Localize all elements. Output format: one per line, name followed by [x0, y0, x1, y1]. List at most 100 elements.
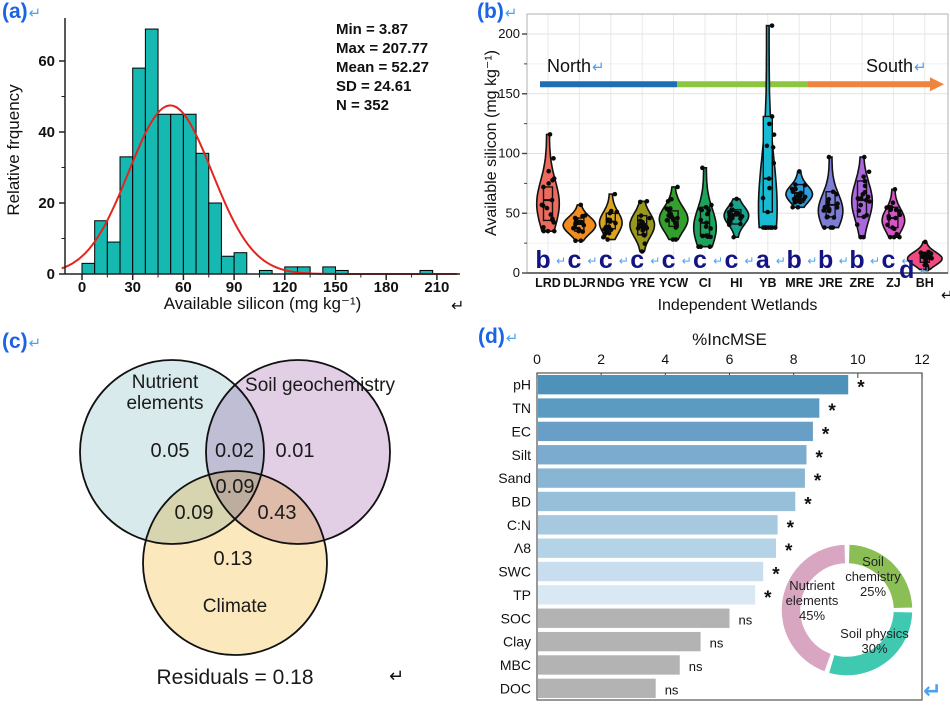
return-mark-icon: ↵: [389, 666, 405, 686]
sig-letter: a: [756, 246, 771, 274]
return-mark-icon: ↵: [914, 59, 927, 76]
bar-row-BD: BD *: [512, 491, 812, 515]
bar: [538, 631, 701, 652]
svg-text:2: 2: [597, 351, 605, 367]
donut-slice-soil-chemistry: [847, 543, 914, 610]
y-axis-title: Relative frquency: [4, 84, 23, 216]
arrowhead-icon: [930, 77, 944, 92]
return-mark-icon: ↵: [650, 254, 660, 268]
panel-c-label: (c): [2, 330, 28, 353]
gridlines: [527, 14, 948, 273]
jitter-points: [760, 23, 778, 230]
return-mark-icon: ↵: [28, 335, 42, 352]
venn-value-nutrient-climate: 0.09: [174, 502, 214, 524]
bar: [538, 375, 849, 395]
venn-value-only-climate: 0.13: [213, 548, 253, 570]
hist-bar: [144, 28, 159, 275]
svg-text:200: 200: [498, 26, 520, 41]
jitter-points: [601, 191, 620, 242]
bar-row-Silt: Silt *: [512, 445, 824, 469]
hist-bar: [182, 113, 197, 275]
panel-b-label: (b): [477, 0, 504, 23]
sig-letter: b: [849, 246, 864, 274]
return-mark-icon: ↵: [504, 5, 518, 22]
category-label: TN: [512, 400, 531, 416]
hist-bar: [94, 220, 108, 275]
venn-value-only-nutrient: 0.05: [150, 440, 190, 462]
bar: [538, 678, 656, 698]
donut-slice-nutrient-elements: [780, 543, 847, 674]
bar-row-pH: pH *: [513, 375, 865, 399]
svg-text:8: 8: [790, 351, 798, 367]
violin-YB: a ↵YB: [756, 23, 786, 290]
hist-bar: [81, 262, 96, 275]
sig-letter: c: [724, 246, 738, 274]
sig-letter: c: [567, 246, 581, 274]
violin-MRE: b ↵ MRE: [785, 169, 817, 290]
north-south-arrow: [540, 77, 944, 92]
bar: [538, 491, 796, 512]
histogram-content: 0 30 60 90 120 150 180 210 0 20 40 60: [38, 18, 460, 296]
category-label: SWC: [498, 564, 531, 580]
svg-text:0: 0: [78, 279, 86, 296]
bar-row-TP: TP *: [513, 585, 772, 609]
category-label: DLJR: [563, 276, 596, 290]
sig-mark: ns: [665, 682, 679, 697]
y-axis-ticks: [522, 33, 527, 274]
histogram-bars: [81, 28, 434, 275]
panel-a-histogram: (a)↵ 0 30 60 90 120 150 180 210 0 20 40 60 Min = 3.…: [0, 0, 475, 320]
sig-letter: c: [881, 246, 895, 274]
sig-mark: *: [764, 588, 772, 609]
violin-YRE: c ↵ YRE: [629, 199, 660, 290]
sig-mark: *: [816, 448, 824, 469]
return-mark-icon: ↵: [807, 254, 817, 268]
violin-JRE: b ↵ JRE: [817, 154, 849, 290]
hist-bar: [119, 156, 134, 275]
category-label: BD: [512, 493, 531, 509]
tick-labels: 0 30 60 90 120 150 180 210 0 20 40 60: [38, 53, 449, 296]
north-label: North↵: [547, 56, 605, 76]
svg-text:90: 90: [226, 279, 243, 296]
bar: [538, 421, 813, 442]
category-label: JRE: [818, 276, 842, 290]
category-label: YRE: [629, 276, 655, 290]
bar-row-TN: TN *: [512, 398, 836, 422]
venn-value-only-geochem: 0.01: [275, 440, 315, 462]
venn-residuals-label: Residuals = 0.18: [156, 666, 314, 689]
category-label: MBC: [500, 657, 531, 673]
venn-set-geochem-label: Soil geochemistry: [245, 375, 395, 396]
sig-letter: b: [787, 246, 802, 274]
svg-text:150: 150: [498, 86, 520, 101]
histogram-plot: 0 30 60 90 120 150 180 210 0 20 40 60: [38, 18, 460, 296]
donut-label-soil-chemistry: Soil chemistry 25%: [845, 554, 901, 599]
donut-label-soil-physics: Soil physics 30%: [840, 626, 909, 656]
jitter-points: [821, 154, 840, 230]
svg-text:12: 12: [914, 351, 930, 367]
venn-diagram: [79, 359, 391, 656]
panel-d-label: (d): [478, 325, 505, 348]
jitter-points: [854, 154, 872, 240]
hist-bar: [208, 202, 222, 275]
venn-set-nutrient-label: Nutrient elements: [126, 372, 204, 414]
return-mark-icon: ↵: [682, 254, 692, 268]
sig-mark: *: [787, 518, 795, 539]
category-label: TP: [513, 587, 531, 603]
return-mark-icon: ↵: [619, 254, 629, 268]
south-label: South↵: [866, 56, 927, 76]
sig-mark: ns: [710, 636, 724, 651]
venn-value-all-three: 0.09: [215, 476, 255, 498]
stat-n: N = 352: [336, 97, 389, 114]
violin-CI: c ↵CI: [692, 165, 723, 290]
return-mark-icon: ↵: [505, 330, 519, 347]
violin-DLJR: c ↵ DLJR: [562, 202, 597, 290]
svg-text:0: 0: [513, 265, 520, 280]
sig-letter: c: [630, 246, 644, 274]
bar-row-DOC: DOC ns: [500, 678, 679, 698]
bar-row-MBC: MBC ns: [500, 655, 703, 675]
sig-mark: *: [785, 541, 793, 562]
category-label: LRD: [535, 276, 561, 290]
svg-text:0: 0: [47, 266, 55, 283]
venn-circle-outline: [205, 359, 391, 545]
